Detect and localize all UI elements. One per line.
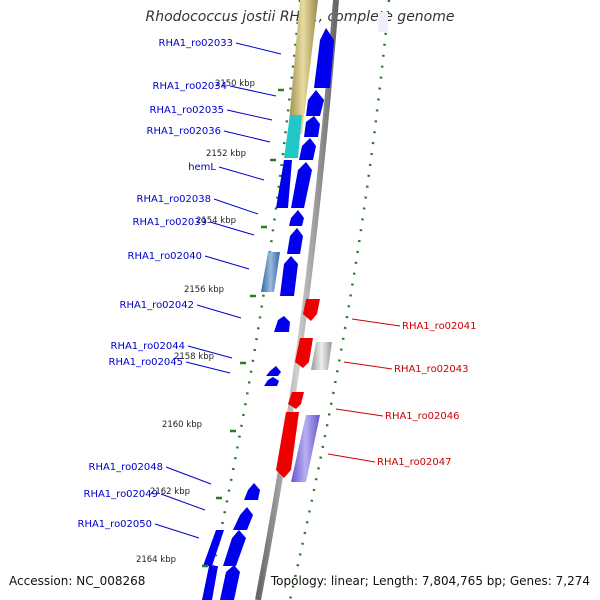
gene-ro02047	[276, 412, 299, 478]
gene-ro02044	[266, 366, 281, 376]
scale-tick-label: 2150 kbp	[215, 79, 255, 89]
forward-gene-label[interactable]: RHA1_ro02035	[150, 105, 225, 116]
reverse-label-connector	[335, 408, 384, 417]
forward-label-connector	[165, 466, 212, 485]
gene-ro02045	[264, 377, 279, 386]
gene-ro02043	[295, 338, 313, 368]
scale-tick-label: 2160 kbp	[162, 420, 202, 430]
gene-ro02040-shaded	[261, 252, 280, 292]
forward-label-connector	[187, 345, 233, 359]
forward-gene-label[interactable]: RHA1_ro02033	[159, 38, 234, 49]
reverse-gene-label[interactable]: RHA1_ro02047	[377, 457, 452, 468]
forward-gene-label[interactable]: RHA1_ro02040	[128, 251, 203, 262]
gene-ro02033	[314, 28, 334, 88]
forward-gene-label[interactable]: RHA1_ro02049	[84, 489, 159, 500]
gene-ro02046	[288, 392, 304, 409]
label-layer: RHA1_ro02033 RHA1_ro02034 RHA1_ro02035 RHA1…	[78, 38, 477, 539]
forward-gene-label[interactable]: RHA1_ro02039	[133, 217, 208, 228]
gene-ro02043-grey	[311, 342, 332, 370]
scale-tick-label: 2156 kbp	[184, 285, 224, 295]
forward-label-connector	[185, 361, 231, 374]
forward-label-connector	[209, 221, 255, 236]
gene-hemL	[276, 160, 292, 208]
gene-ro02050-b	[203, 530, 224, 566]
top-white-marker	[378, 12, 388, 32]
cyan-feature-band	[284, 115, 302, 158]
gene-ro02041	[303, 299, 320, 321]
gene-ro02048	[244, 483, 260, 500]
gene-ro02042	[274, 316, 290, 332]
gene-ro02047-lavender	[291, 415, 320, 482]
forward-gene-label[interactable]: RHA1_ro02036	[147, 126, 222, 137]
forward-label-connector	[235, 42, 282, 55]
gene-end-a	[220, 565, 240, 600]
forward-label-connector	[213, 198, 259, 215]
scale-tick-label: 2162 kbp	[150, 487, 190, 497]
reverse-gene-label[interactable]: RHA1_ro02041	[402, 321, 477, 332]
genome-summary-text: Topology: linear; Length: 7,804,765 bp; …	[270, 574, 590, 588]
gene-hemL-fwd	[291, 162, 312, 208]
reverse-label-connector	[343, 361, 393, 370]
forward-gene-label[interactable]: RHA1_ro02050	[78, 519, 153, 530]
forward-label-connector	[204, 255, 250, 270]
reverse-label-connector	[351, 318, 401, 327]
forward-gene-label[interactable]: RHA1_ro02034	[153, 81, 228, 92]
forward-gene-label[interactable]: RHA1_ro02045	[109, 357, 184, 368]
forward-label-connector	[196, 304, 242, 319]
reverse-gene-track	[276, 299, 320, 478]
rna-feature-band	[288, 0, 318, 134]
forward-label-connector	[226, 109, 273, 121]
gene-ro02039	[287, 228, 303, 254]
gene-end-b	[202, 566, 218, 600]
gene-ro02050	[223, 530, 246, 566]
forward-gene-track	[202, 28, 334, 600]
forward-gene-label[interactable]: RHA1_ro02048	[89, 462, 164, 473]
forward-gene-label[interactable]: RHA1_ro02044	[111, 341, 186, 352]
forward-label-connector	[229, 85, 277, 97]
forward-gene-label[interactable]: hemL	[188, 162, 216, 173]
forward-label-connector	[160, 493, 206, 511]
scale-tick-label: 2154 kbp	[196, 216, 236, 226]
scale-tick-label: 2152 kbp	[206, 149, 246, 159]
reverse-label-connector	[327, 453, 376, 463]
accession-text: Accession: NC_008268	[9, 574, 146, 588]
reverse-gene-label[interactable]: RHA1_ro02043	[394, 364, 469, 375]
gene-ro02035	[304, 116, 320, 137]
gene-ro02049	[233, 507, 253, 530]
reverse-gene-label[interactable]: RHA1_ro02046	[385, 411, 460, 422]
forward-label-connector	[154, 523, 200, 539]
gene-ro02036	[299, 138, 316, 160]
forward-gene-label[interactable]: RHA1_ro02038	[137, 194, 212, 205]
scale-tick-label: 2158 kbp	[174, 352, 214, 362]
gene-ro02038	[289, 210, 304, 226]
forward-label-connector	[218, 166, 265, 181]
tick-layer: 2150 kbp 2152 kbp 2154 kbp 2156 kbp 2158 kbp…	[136, 79, 284, 568]
forward-label-connector	[223, 130, 271, 143]
scale-tick-label: 2164 kbp	[136, 555, 176, 565]
gene-ro02034	[306, 90, 324, 116]
forward-gene-label[interactable]: RHA1_ro02042	[120, 300, 195, 311]
gene-ro02040	[280, 256, 298, 296]
